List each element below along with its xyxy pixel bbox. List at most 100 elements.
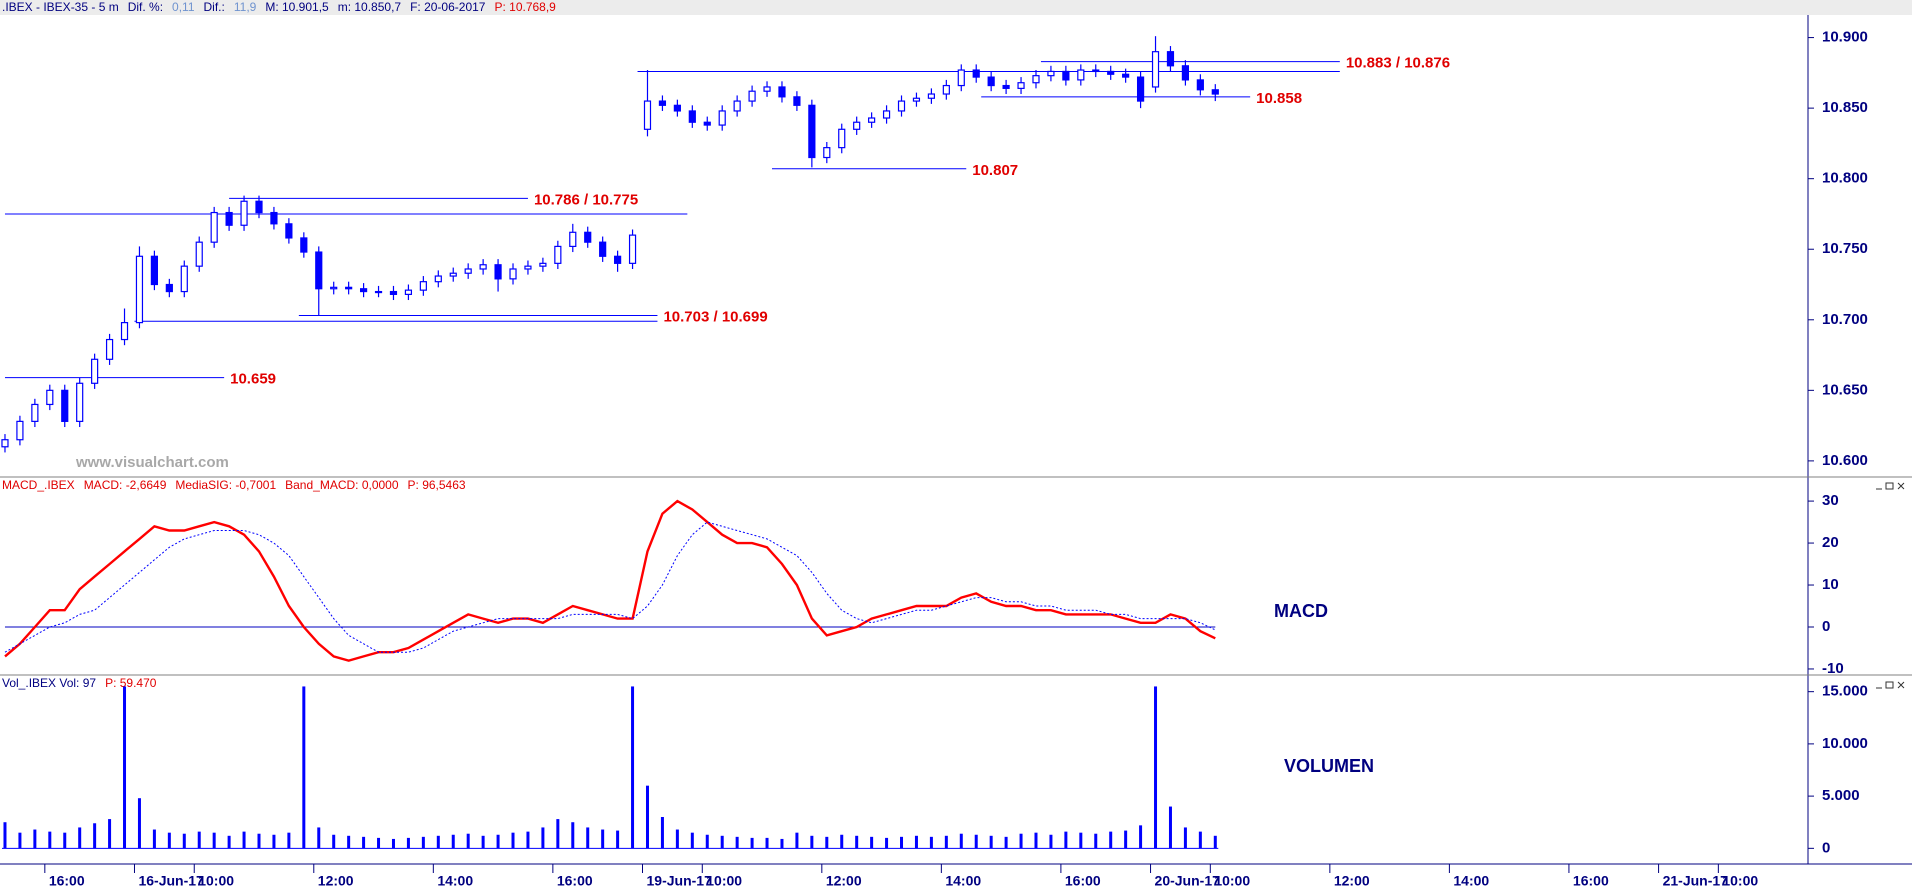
- pane-buttons[interactable]: [1876, 482, 1905, 689]
- candle-body: [76, 382, 84, 422]
- candle-body: [195, 241, 203, 267]
- candle-body: [868, 117, 876, 123]
- candle-body: [554, 245, 562, 264]
- axis-area: [1808, 15, 1912, 892]
- volume-bar: [391, 838, 395, 849]
- x-tick-label: 16:00: [49, 873, 85, 889]
- x-tick-label: 16:00: [1573, 873, 1609, 889]
- candle-body: [464, 268, 472, 274]
- volume-bar: [795, 832, 799, 849]
- volume-bar: [526, 831, 530, 849]
- header-segment: Band_MACD: 0,0000: [285, 478, 399, 492]
- candle-body: [1092, 69, 1100, 73]
- candle-body: [673, 104, 681, 112]
- header-segment: P: 96,5463: [408, 478, 466, 492]
- volume-bar: [974, 834, 978, 849]
- pane-header: MACD_.IBEX MACD: -2,6649 MediaSIG: -0,7001…: [2, 478, 466, 492]
- volume-bar: [33, 829, 37, 849]
- candle-body: [658, 100, 667, 106]
- volume-bar: [212, 832, 216, 849]
- header-segment: MACD: -2,6649: [84, 478, 167, 492]
- series-line: [4, 521, 1216, 653]
- volume-bar: [287, 832, 291, 849]
- x-tick-label: 14:00: [945, 873, 981, 889]
- volume-bar: [137, 798, 141, 849]
- volume-bar: [660, 817, 664, 849]
- header-segment: .IBEX - IBEX-35 - 5 m: [2, 0, 119, 14]
- volume-bar: [108, 819, 112, 849]
- volume-bar: [1183, 827, 1187, 849]
- candle-body: [91, 358, 99, 384]
- candle-body: [1151, 51, 1160, 88]
- x-tick-label: 10:00: [198, 873, 234, 889]
- candle-body: [614, 255, 622, 264]
- level-label: 10.883 / 10.876: [1346, 55, 1450, 72]
- candle-body: [479, 264, 487, 270]
- volume-bar: [885, 837, 889, 849]
- x-tick-label: 14:00: [1453, 873, 1489, 889]
- candle-body: [1, 439, 9, 448]
- candle-body: [330, 286, 338, 290]
- candle-body: [599, 241, 607, 257]
- candle-body: [524, 265, 532, 270]
- volume-bar: [78, 827, 82, 849]
- header-segment: M: 10.901,5: [265, 0, 329, 14]
- x-tick-label: 12:00: [1334, 873, 1370, 889]
- candle-body: [225, 211, 233, 226]
- level-label: 10.807: [972, 162, 1018, 179]
- volume-bar: [197, 831, 201, 849]
- candle-body: [1032, 75, 1040, 84]
- volume-bar: [496, 834, 500, 849]
- candle-body: [46, 389, 54, 406]
- volume-bar: [1168, 806, 1172, 849]
- candle-body: [31, 403, 39, 422]
- header-segment: Vol_.IBEX Vol: 97: [2, 676, 96, 690]
- candle-body: [1122, 73, 1130, 78]
- candle-body: [1107, 70, 1115, 75]
- x-tick-label: 16:00: [557, 873, 593, 889]
- volume-bar: [227, 835, 231, 849]
- volume-bar: [900, 836, 904, 849]
- volume-bar: [1019, 833, 1023, 849]
- candle-body: [853, 121, 861, 130]
- level-label: 10.703 / 10.699: [663, 309, 767, 326]
- volume-bar: [272, 834, 276, 849]
- maximize-button[interactable]: [1885, 681, 1894, 689]
- candle-body: [434, 275, 442, 283]
- header-segment: P: 10.768,9: [494, 0, 556, 14]
- candle-body: [61, 389, 69, 422]
- candle-body: [927, 93, 935, 99]
- header-segment: MediaSIG: -0,7001: [175, 478, 276, 492]
- volume-bar: [959, 833, 963, 849]
- volume-bar: [421, 836, 425, 849]
- volume-bar: [631, 686, 635, 849]
- volume-bar: [362, 836, 366, 849]
- y-tick-label: 10.900: [1822, 29, 1868, 46]
- close-button[interactable]: [1897, 482, 1905, 490]
- candle-body: [105, 338, 114, 360]
- close-button[interactable]: [1897, 681, 1905, 689]
- volume-bar: [436, 835, 440, 849]
- candle-body: [823, 147, 831, 159]
- x-tick-label: 20-Jun-17: [1155, 873, 1221, 889]
- candle-body: [942, 84, 950, 95]
- volume-bar: [1094, 833, 1098, 849]
- candle-body: [1211, 89, 1219, 95]
- candle-body: [569, 231, 577, 248]
- volume-bar: [1154, 686, 1158, 849]
- volume-bar: [63, 832, 67, 849]
- candle-body: [1002, 84, 1010, 89]
- y-tick-label: 5.000: [1822, 787, 1860, 804]
- y-tick-label: 10.800: [1822, 170, 1868, 187]
- candle-body: [210, 211, 218, 243]
- maximize-button[interactable]: [1885, 482, 1894, 490]
- candle-body: [1196, 79, 1204, 91]
- y-tick-label: 0: [1822, 839, 1830, 856]
- candle-body: [748, 90, 756, 102]
- candle-body: [345, 286, 353, 290]
- candle-body: [972, 69, 980, 78]
- volume-bar: [1034, 832, 1038, 849]
- volume-bar: [377, 837, 381, 849]
- header-segment: 11,9: [234, 0, 257, 14]
